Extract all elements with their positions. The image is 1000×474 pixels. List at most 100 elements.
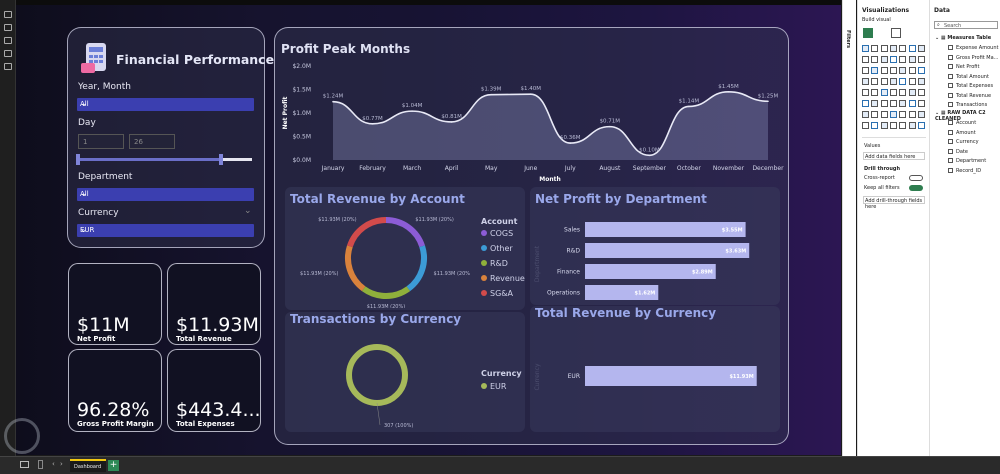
revenue-account-donut[interactable]: $11.93M (20%) $11.93M (20%) $11.93M (20%) $… [290,208,470,308]
department-dropdown[interactable]: All ⌄ [77,188,254,201]
measure-field[interactable]: Total Revenue [948,92,991,99]
field-checkbox[interactable] [948,139,953,144]
visual-type-icon[interactable] [862,122,869,129]
visual-type-icon[interactable] [917,45,925,52]
visual-type-icon[interactable] [871,89,879,96]
visual-type-icon[interactable] [917,56,925,63]
visual-type-icon[interactable] [899,100,907,107]
visual-type-icon[interactable] [917,100,925,107]
model-view-icon[interactable] [4,37,12,44]
visual-type-icon[interactable] [871,111,879,118]
tmdl-view-icon[interactable] [4,63,12,70]
visual-type-icon[interactable] [880,56,888,63]
format-visual-icon[interactable] [891,28,901,38]
visual-type-icon[interactable] [880,67,888,74]
visual-type-icon[interactable] [862,78,869,85]
page-nav-prev-icon[interactable]: ‹ [52,460,55,468]
visual-type-icon[interactable] [862,56,869,63]
data-field[interactable]: Record_ID [948,167,981,174]
visual-type-icon[interactable] [917,78,925,85]
data-search-input[interactable]: ⌕ Search [934,21,998,29]
visual-type-icon[interactable] [871,100,879,107]
desktop-view-icon[interactable] [20,461,29,468]
net-profit-dept-bars[interactable]: Department Sales $3.55M R&D $3.63M Finance $2.… [533,214,779,304]
field-checkbox[interactable] [948,148,953,154]
visual-type-icon[interactable] [899,45,907,52]
measure-field[interactable]: Net Profit [948,64,979,70]
filters-strip[interactable]: Filters [842,0,856,474]
visual-type-icon[interactable] [908,67,916,74]
visual-type-icon[interactable] [862,45,869,52]
field-checkbox[interactable] [948,83,953,88]
visual-type-icon[interactable] [908,56,916,63]
field-checkbox[interactable] [948,158,953,163]
measure-field[interactable]: Expense Amount [948,45,998,51]
visual-type-icon[interactable] [917,122,925,129]
visual-type-icon[interactable] [862,67,869,74]
visual-type-icon[interactable] [880,45,888,52]
visual-type-icon[interactable] [917,67,925,74]
visual-type-icon[interactable] [889,67,897,74]
field-checkbox[interactable] [948,129,953,135]
visual-type-icon[interactable] [862,89,869,96]
visual-type-icon[interactable] [899,78,907,85]
field-checkbox[interactable] [948,64,953,69]
measure-field[interactable]: Total Expenses [948,83,993,89]
visual-type-icon[interactable] [899,56,907,63]
visual-type-icon[interactable] [917,89,925,96]
visual-type-icon[interactable] [889,45,897,52]
year-month-dropdown[interactable]: All ⌄ [77,98,254,111]
visual-type-icon[interactable] [908,111,916,118]
cross-report-toggle[interactable] [909,175,923,181]
visual-type-icon[interactable] [889,111,897,118]
measure-field[interactable]: Total Amount [948,73,989,80]
data-field[interactable]: Amount [948,129,976,136]
revenue-currency-bars[interactable]: Currency EUR $11.93M [533,326,779,426]
raw-table-label[interactable]: ⌄ ▦ RAW DATA C2 CLEANED [935,110,986,122]
visual-type-icon[interactable] [908,45,916,52]
table-view-icon[interactable] [4,24,12,31]
visual-type-icon[interactable] [899,67,907,74]
visual-type-icon[interactable] [871,56,879,63]
page-nav-next-icon[interactable]: › [60,460,63,468]
visual-type-icon[interactable] [889,89,897,96]
visual-type-icon[interactable] [889,122,897,129]
field-checkbox[interactable] [948,54,953,60]
visual-type-icon[interactable] [880,122,888,129]
visual-type-icon[interactable] [880,89,888,96]
visual-type-icon[interactable] [889,100,897,107]
field-checkbox[interactable] [948,167,953,173]
visual-type-icon[interactable] [899,111,907,118]
visual-type-icon[interactable] [908,78,916,85]
data-field[interactable]: Date [948,148,968,155]
measure-field[interactable]: Transactions [948,102,987,108]
visual-type-icon[interactable] [889,56,897,63]
day-from-input[interactable]: 1 [78,134,124,149]
page-tab-dashboard[interactable]: Dashboard [70,459,106,472]
profit-area-chart[interactable]: $2.0M $1.5M $1.0M $0.5M $0.0M Net Profit $1.24… [279,58,785,186]
visual-type-icon[interactable] [862,111,869,118]
transactions-currency-donut[interactable]: 307 (100%) [300,330,460,430]
data-field[interactable]: Currency [948,139,979,145]
measure-field[interactable]: Gross Profit Ma... [948,54,998,61]
field-checkbox[interactable] [948,102,953,107]
day-to-input[interactable]: 26 [129,134,175,149]
mobile-view-icon[interactable] [38,460,43,469]
build-visual-icon[interactable] [863,28,873,38]
visual-type-icon[interactable] [871,45,879,52]
visual-type-icon[interactable] [908,122,916,129]
data-field[interactable]: Department [948,158,986,164]
visual-type-icon[interactable] [880,111,888,118]
drill-through-drop-zone[interactable]: Add drill-through fields here [863,196,925,210]
day-slider-handle-end[interactable] [219,154,223,165]
visual-type-icon[interactable] [899,122,907,129]
visual-type-icon[interactable] [871,78,879,85]
values-drop-zone[interactable]: Add data fields here [863,152,925,160]
visual-type-icon[interactable] [871,67,879,74]
dax-query-icon[interactable] [4,50,12,57]
field-checkbox[interactable] [948,120,953,125]
field-checkbox[interactable] [948,45,953,50]
visual-type-icon[interactable] [908,100,916,107]
visual-type-icon[interactable] [889,78,897,85]
add-page-button[interactable]: + [108,460,119,471]
